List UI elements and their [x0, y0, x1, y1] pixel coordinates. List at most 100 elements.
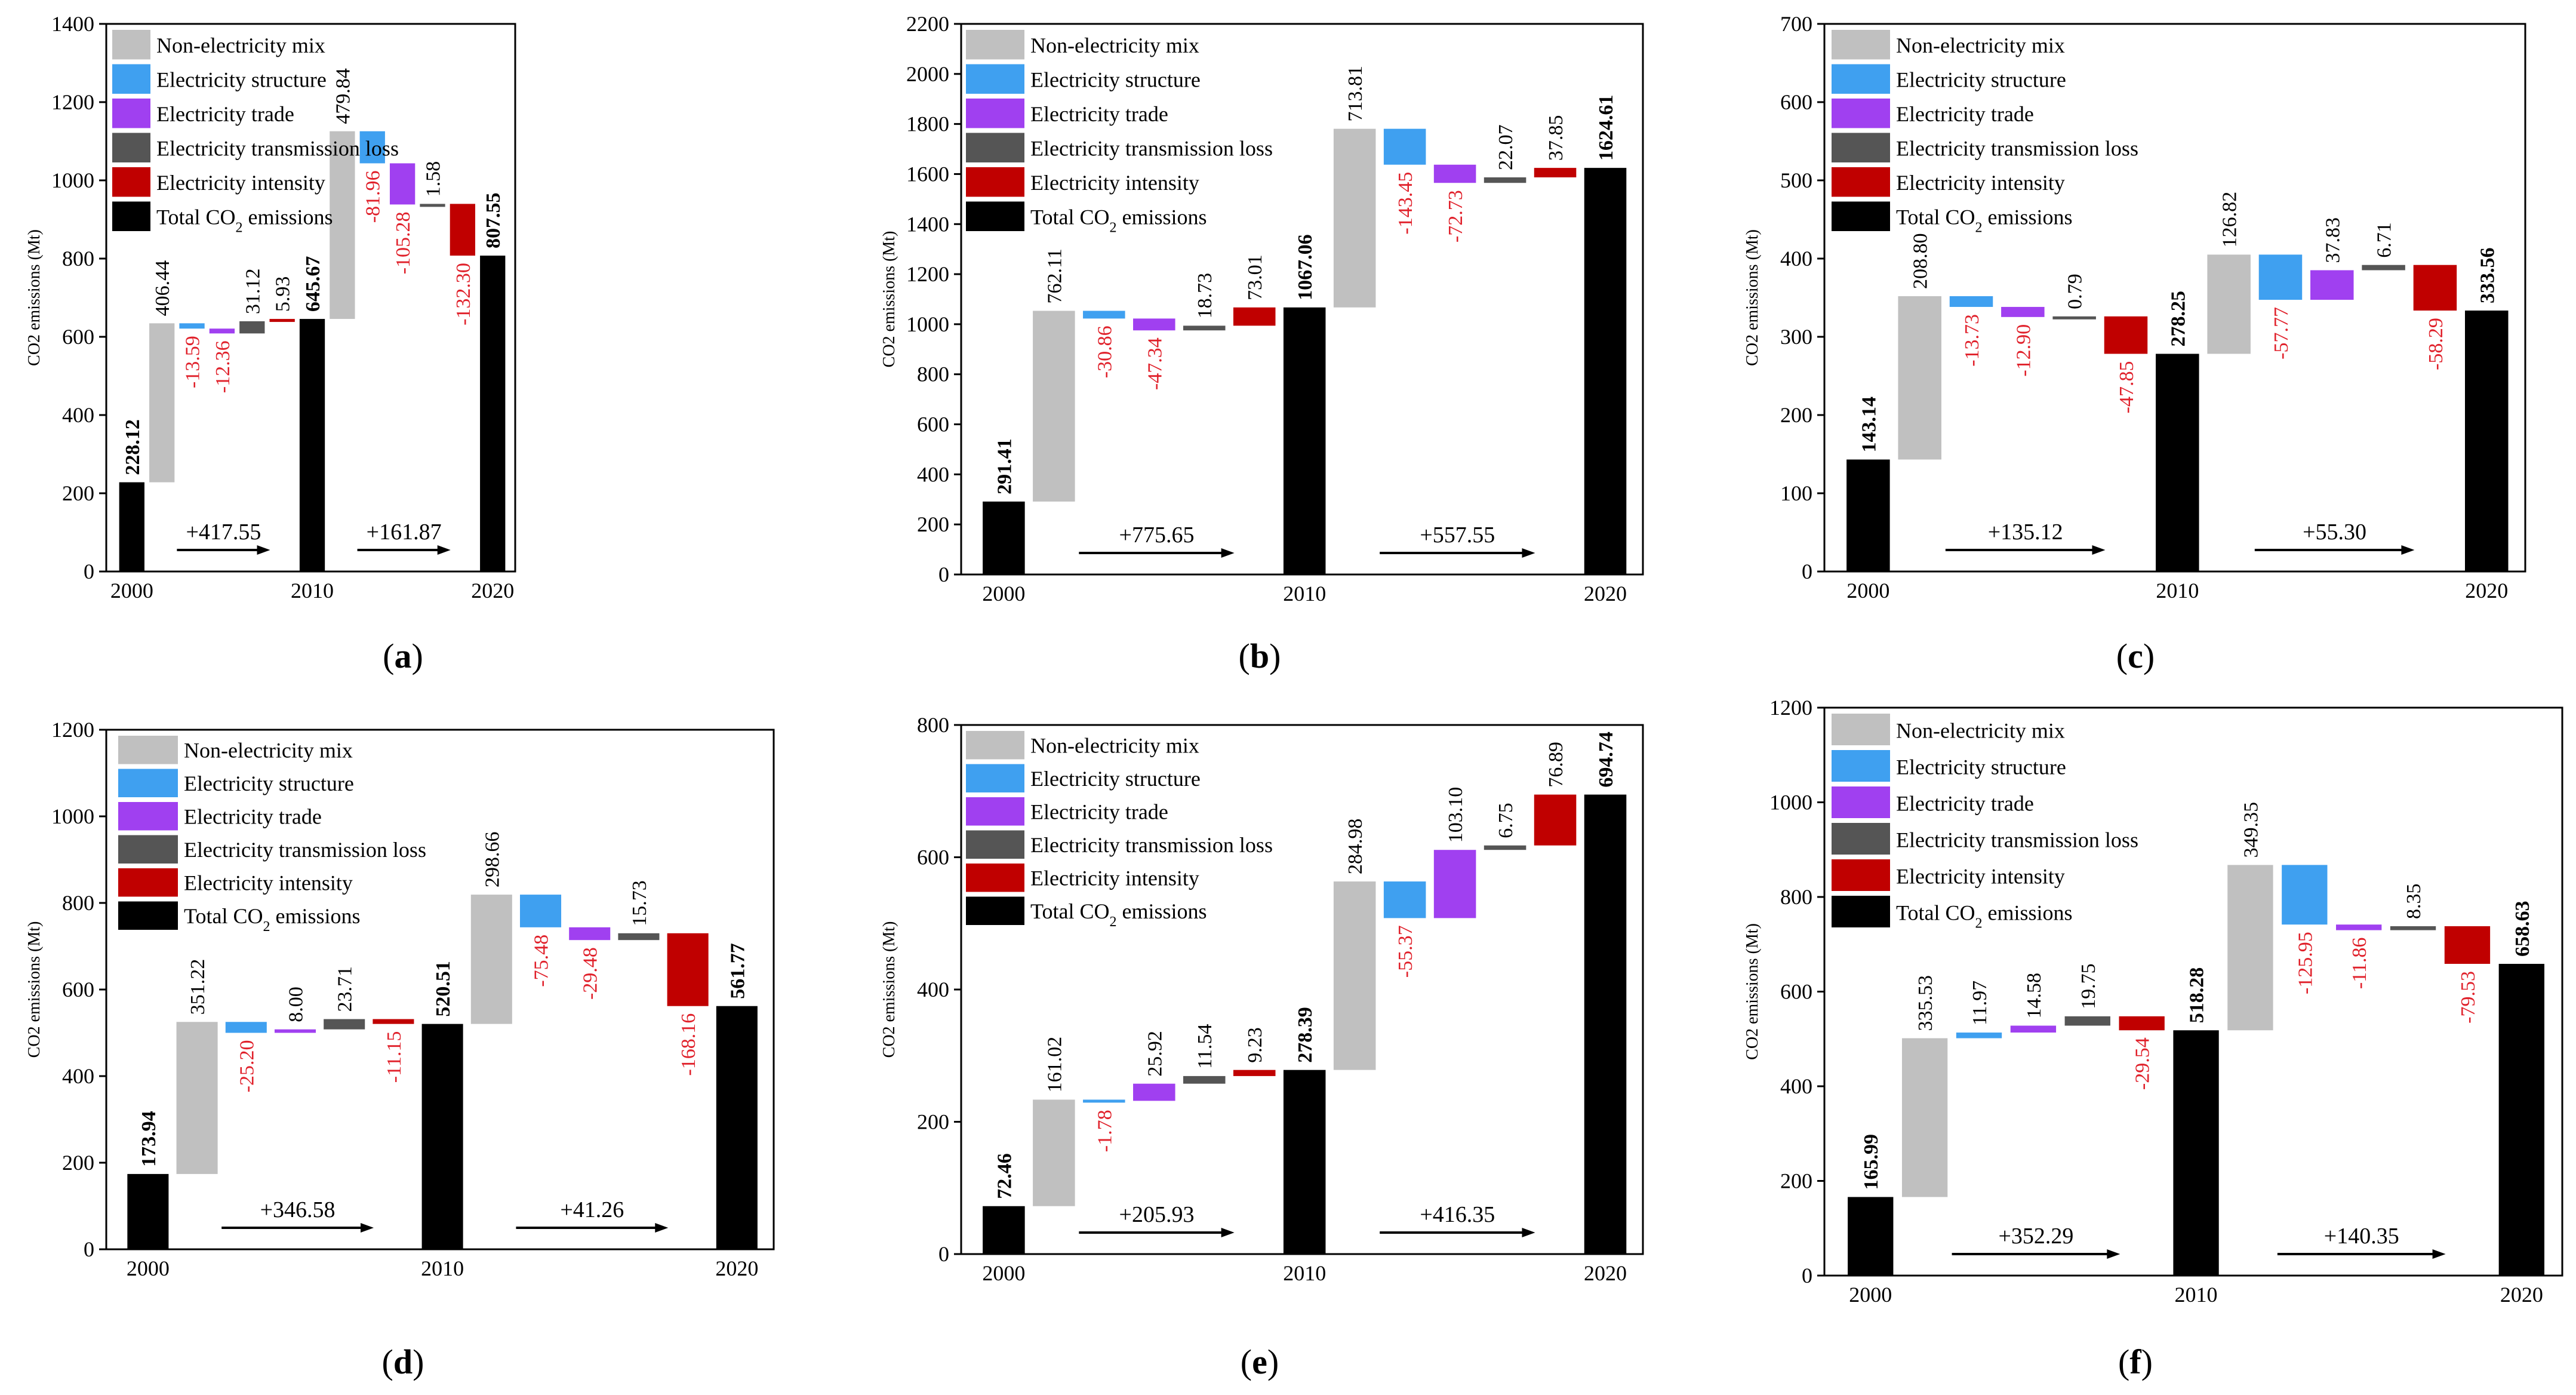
y-tick-label: 500 — [1780, 168, 1812, 192]
bar-value-label: 37.83 — [2322, 217, 2344, 263]
bar-value-label: 762.11 — [1044, 248, 1066, 303]
bar-value-label: -79.53 — [2457, 971, 2479, 1024]
effect-bar — [618, 933, 660, 941]
effect-bar — [2104, 316, 2148, 354]
y-tick-label: 1000 — [51, 804, 94, 828]
effect-bar — [1383, 881, 1426, 918]
effect-bar — [1133, 318, 1175, 331]
legend-label: Electricity intensity — [1030, 171, 1199, 195]
arrow-head-icon — [2092, 545, 2106, 555]
legend-swatch — [966, 99, 1024, 128]
legend-label: Electricity structure — [1030, 767, 1201, 791]
y-axis-label: CO2 emissions (Mt) — [880, 231, 898, 368]
arrow-head-icon — [1221, 548, 1235, 558]
panel-label: (c) — [2116, 637, 2155, 675]
bar-value-label: 351.22 — [187, 959, 209, 1015]
legend-swatch — [966, 896, 1024, 925]
bar-value-label: 11.54 — [1194, 1024, 1216, 1069]
bar-value-label: 1.58 — [422, 161, 444, 197]
bar-value-label: 8.35 — [2403, 884, 2425, 919]
chart-panel-4: 0 200 400 600 800 1000 1200 CO2 emissions (Mt) 1… — [25, 718, 775, 1381]
bar-value-label: 15.73 — [629, 880, 651, 926]
effect-bar — [2207, 254, 2251, 354]
total-value-label: 278.39 — [1294, 1007, 1316, 1063]
bar-value-label: 208.80 — [1910, 233, 1932, 289]
panel-paren: ) — [1269, 637, 1281, 675]
total-bar — [299, 319, 325, 571]
panel-paren: ) — [1267, 1342, 1279, 1381]
bar-value-label: -75.48 — [531, 935, 553, 987]
y-tick-label: 800 — [917, 362, 949, 386]
y-tick-label: 800 — [62, 891, 94, 915]
x-year-label: 2010 — [1283, 1261, 1326, 1285]
y-tick-label: 200 — [1780, 403, 1812, 427]
y-tick-label: 600 — [62, 325, 94, 349]
y-tick-label: 2000 — [906, 62, 949, 86]
x-year-label: 2000 — [982, 1261, 1025, 1285]
x-year-label: 2000 — [1849, 1283, 1892, 1307]
legend-swatch — [966, 201, 1024, 231]
legend-label: Non-electricity mix — [156, 33, 325, 57]
legend-swatch — [966, 764, 1024, 792]
bar-value-label: -30.86 — [1094, 325, 1116, 378]
effect-bar — [2064, 1016, 2110, 1026]
y-tick-label: 600 — [917, 846, 949, 869]
legend-label: Total CO2 emissions — [1030, 205, 1207, 235]
bar-value-label: 9.23 — [1244, 1027, 1266, 1063]
total-value-label: 228.12 — [122, 419, 144, 475]
y-axis-label: CO2 emissions (Mt) — [25, 921, 44, 1058]
panel-letter: e — [1252, 1342, 1267, 1381]
y-tick-label: 0 — [84, 560, 94, 583]
x-year-label: 2020 — [1584, 582, 1627, 606]
bar-value-label: 6.71 — [2374, 222, 2396, 258]
legend-label: Non-electricity mix — [1030, 734, 1199, 758]
y-tick-label: 2200 — [906, 12, 949, 36]
legend-label: Electricity structure — [1896, 755, 2066, 779]
bar-value-label: -143.45 — [1395, 172, 1417, 235]
total-bar — [1584, 794, 1627, 1254]
effect-bar — [239, 321, 265, 334]
effect-bar — [373, 1019, 414, 1024]
total-bar — [1283, 1070, 1326, 1254]
total-bar — [1584, 168, 1627, 574]
legend-label: Electricity structure — [184, 772, 354, 795]
effect-bar — [2390, 926, 2436, 930]
change-total-label: +352.29 — [1998, 1224, 2073, 1249]
arrow-head-icon — [2401, 545, 2415, 555]
legend-label: Electricity trade — [156, 102, 294, 126]
legend-swatch — [1832, 859, 1890, 891]
legend-label: Electricity trade — [1030, 800, 1168, 824]
arrow-head-icon — [2432, 1249, 2446, 1259]
effect-bar — [324, 1019, 365, 1030]
change-total-label: +416.35 — [1420, 1202, 1495, 1227]
legend-label: Electricity structure — [1030, 67, 1201, 91]
effect-bar — [1484, 845, 1526, 850]
change-total-label: +41.26 — [560, 1197, 624, 1222]
arrow-head-icon — [1221, 1228, 1235, 1237]
bar-value-label: -57.77 — [2270, 307, 2292, 359]
bar-value-label: -105.28 — [392, 211, 414, 274]
total-bar — [716, 1006, 758, 1249]
legend-swatch — [112, 99, 150, 128]
x-year-label: 2000 — [982, 582, 1025, 606]
effect-bar — [389, 163, 416, 205]
change-total-label: +205.93 — [1119, 1202, 1195, 1227]
chart-panel-6: 0 200 400 600 800 1000 1200 CO2 emissions (Mt) 1… — [1743, 696, 2563, 1381]
y-tick-label: 800 — [62, 247, 94, 271]
legend-label: Total CO2 emissions — [156, 205, 333, 235]
panel-label: (e) — [1241, 1342, 1279, 1381]
legend-swatch — [1832, 99, 1890, 128]
chart-panel-3: 0 100 200 300 400 500 600 700 CO2 emissions (Mt)… — [1743, 12, 2526, 675]
legend-swatch — [112, 167, 150, 197]
y-tick-label: 0 — [938, 1242, 949, 1266]
y-tick-label: 400 — [1780, 1074, 1812, 1098]
total-bar — [983, 1206, 1025, 1254]
y-tick-label: 1000 — [906, 312, 949, 336]
panel-label: (d) — [382, 1342, 424, 1381]
total-bar — [119, 482, 144, 571]
effect-bar — [2258, 254, 2303, 300]
panel-label: (b) — [1239, 637, 1281, 675]
bar-value-label: -1.78 — [1094, 1110, 1116, 1152]
y-tick-label: 100 — [1780, 481, 1812, 505]
